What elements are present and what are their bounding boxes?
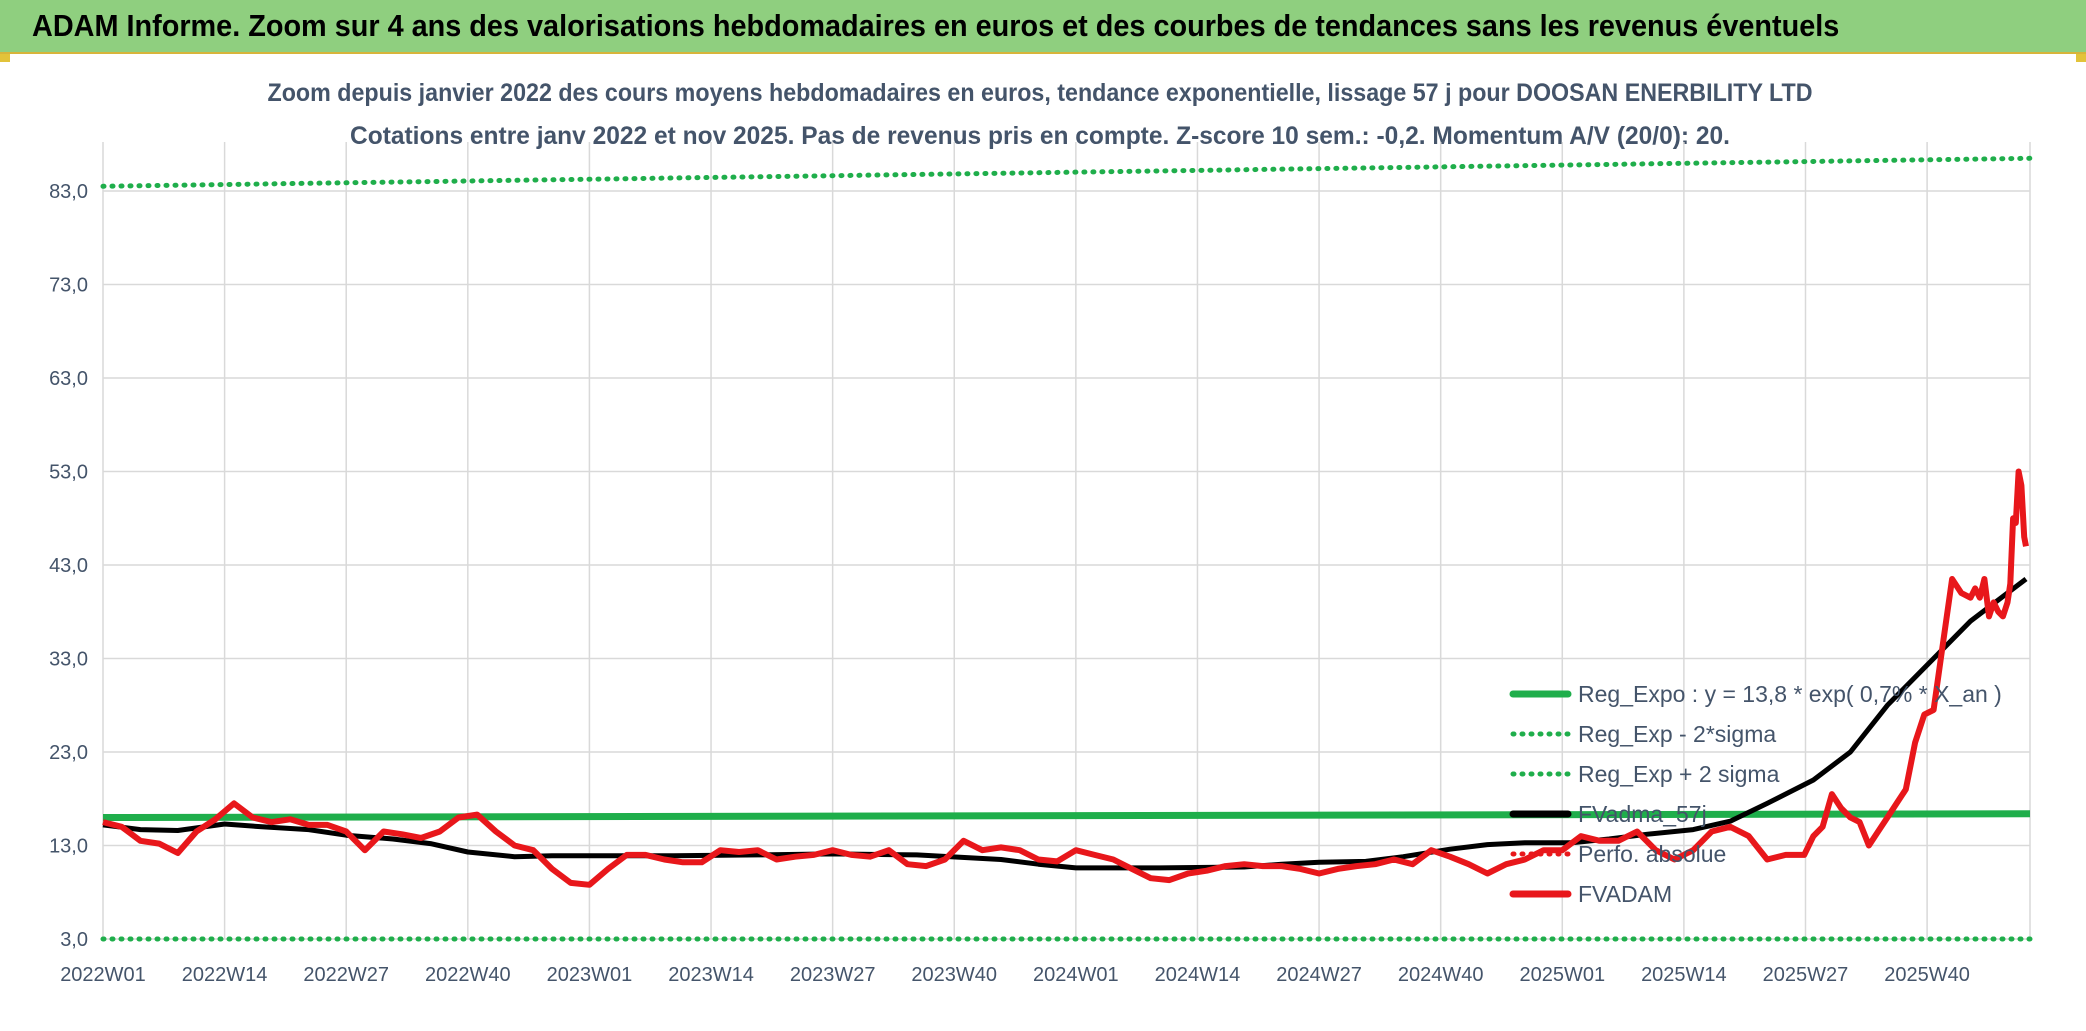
- x-tick-label: 2022W27: [303, 964, 389, 986]
- y-tick-label: 13,0: [49, 836, 88, 858]
- series-reg-exp-plus-2sigma: [100, 155, 2033, 189]
- chart-subtitle: Cotations entre janv 2022 et nov 2025. P…: [350, 122, 1730, 150]
- x-tick-label: 2024W40: [1398, 964, 1484, 986]
- frame-corner: [0, 54, 10, 62]
- x-tick-label: 2023W01: [547, 964, 633, 986]
- frame-corner: [2076, 54, 2086, 62]
- x-tick-label: 2025W40: [1884, 964, 1970, 986]
- legend-label: Reg_Exp - 2*sigma: [1578, 721, 1776, 747]
- y-tick-label: 83,0: [49, 181, 88, 203]
- x-tick-label: 2025W01: [1519, 964, 1605, 986]
- chart-area: Zoom depuis janvier 2022 des cours moyen…: [0, 54, 2086, 1031]
- legend-label: Reg_Expo : y = 13,8 * exp( 0,7% * X_an ): [1578, 681, 2002, 707]
- report-title: ADAM Informe. Zoom sur 4 ans des valoris…: [32, 8, 1840, 43]
- x-tick-label: 2023W40: [911, 964, 997, 986]
- y-tick-label: 73,0: [49, 275, 88, 297]
- legend-label: Perfo. absolue: [1578, 841, 1726, 867]
- x-tick-label: 2025W14: [1641, 964, 1727, 986]
- report-banner: ADAM Informe. Zoom sur 4 ans des valoris…: [0, 0, 2086, 54]
- y-tick-label: 53,0: [49, 462, 88, 484]
- legend-label: FVadma_57j: [1578, 801, 1707, 827]
- legend-label: FVADAM: [1578, 881, 1672, 907]
- x-tick-label: 2024W14: [1155, 964, 1241, 986]
- y-tick-label: 3,0: [60, 929, 88, 951]
- legend-label: Reg_Exp + 2 sigma: [1578, 761, 1780, 787]
- line-chart: Zoom depuis janvier 2022 des cours moyen…: [49, 79, 2033, 986]
- y-tick-label: 33,0: [49, 649, 88, 671]
- y-tick-label: 63,0: [49, 368, 88, 390]
- x-tick-label: 2022W01: [60, 964, 146, 986]
- x-tick-label: 2025W27: [1763, 964, 1849, 986]
- y-tick-label: 43,0: [49, 555, 88, 577]
- x-tick-label: 2022W40: [425, 964, 511, 986]
- series-reg-expo: [102, 810, 2031, 821]
- series-fvadam: [102, 468, 2029, 888]
- x-tick-label: 2024W01: [1033, 964, 1119, 986]
- series-fvadma-57j: [102, 577, 2028, 871]
- x-tick-label: 2023W27: [790, 964, 876, 986]
- x-tick-label: 2022W14: [182, 964, 268, 986]
- x-tick-label: 2024W27: [1276, 964, 1362, 986]
- x-tick-label: 2023W14: [668, 964, 754, 986]
- chart-title: Zoom depuis janvier 2022 des cours moyen…: [268, 79, 1813, 107]
- y-tick-label: 23,0: [49, 742, 88, 764]
